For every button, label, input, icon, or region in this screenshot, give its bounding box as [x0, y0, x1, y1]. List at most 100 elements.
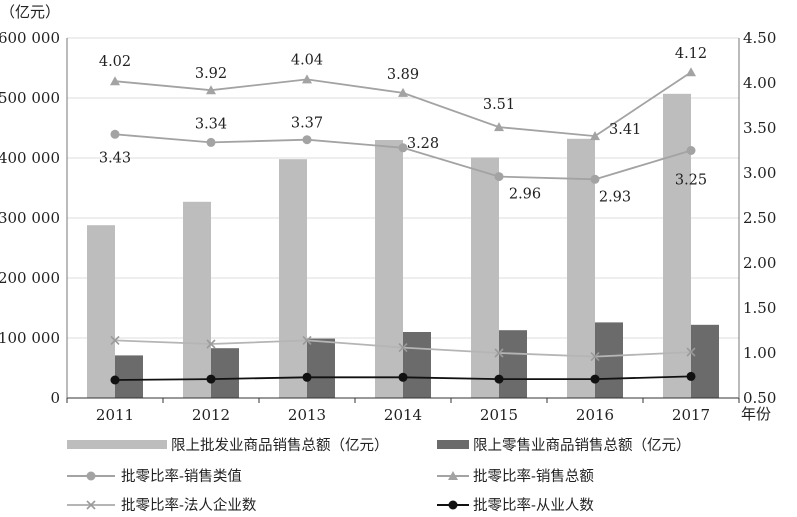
- x-tick-label: 2011: [96, 406, 134, 424]
- right-tick-label: 4.50: [743, 29, 776, 47]
- point: [302, 372, 312, 382]
- point: [398, 87, 408, 97]
- left-tick-label: 300 000: [0, 209, 60, 227]
- point: [302, 135, 312, 145]
- bar: [279, 159, 307, 398]
- legend-item-enterprises: 批零比率-法人企业数: [67, 496, 257, 514]
- point: [590, 131, 600, 141]
- legend-marker-sales-total: [448, 471, 458, 480]
- left-tick-label: 0: [50, 389, 60, 407]
- right-tick-label: 2.00: [743, 254, 776, 272]
- legend-item-retail: 限上零售业商品销售总额（亿元）: [437, 437, 691, 454]
- bar: [375, 140, 403, 398]
- point: [590, 374, 600, 384]
- legend-item-sales-total: 批零比率-销售总额: [437, 468, 594, 485]
- data-labels: 4.02 3.92 4.04 3.89 3.51 3.41 4.12 3.43 3.34 3.37…: [99, 46, 707, 205]
- x-tick-label: 2012: [192, 406, 230, 424]
- right-tick-label: 1.00: [743, 344, 776, 362]
- point: [686, 371, 696, 381]
- right-tick-label: 3.00: [743, 164, 776, 182]
- x-axis-suffix: 年份: [741, 405, 771, 423]
- x-tick-label: 2014: [384, 406, 422, 424]
- point: [206, 339, 216, 349]
- data-label-sales-total: 4.12: [675, 46, 707, 62]
- legend: 限上批发业商品销售总额（亿元） 限上零售业商品销售总额（亿元） 批零比率-销售类…: [67, 437, 691, 514]
- point: [206, 137, 216, 147]
- bar: [663, 93, 691, 399]
- legend-label-wholesale: 限上批发业商品销售总额（亿元）: [171, 437, 389, 454]
- left-axis-unit: （亿元）: [0, 3, 60, 21]
- legend-marker-sales-class: [86, 471, 96, 481]
- data-label-sales-class: 2.93: [599, 189, 631, 205]
- bar-series: [87, 93, 719, 399]
- data-label-sales-total: 4.02: [99, 54, 131, 70]
- point: [494, 348, 504, 358]
- point: [206, 374, 216, 384]
- legend-item-employees: 批零比率-从业人数: [437, 497, 594, 514]
- legend-label-enterprises: 批零比率-法人企业数: [121, 496, 257, 514]
- legend-marker-employees: [448, 500, 458, 510]
- point: [590, 174, 600, 184]
- point: [398, 372, 408, 382]
- right-tick-label: 3.50: [743, 119, 776, 137]
- left-tick-label: 100 000: [0, 329, 60, 347]
- legend-swatch-retail: [437, 440, 469, 449]
- right-tick-label: 2.50: [743, 209, 776, 227]
- point: [110, 76, 120, 86]
- legend-item-wholesale: 限上批发业商品销售总额（亿元）: [67, 437, 389, 454]
- left-tick-label: 500 000: [0, 89, 60, 107]
- tick-labels: 0 100 000 200 000 300 000 400 000 500 000 600 …: [0, 29, 776, 424]
- point: [494, 172, 504, 182]
- point: [590, 352, 600, 362]
- data-label-sales-total: 3.89: [387, 67, 419, 83]
- x-tick-label: 2017: [672, 406, 710, 424]
- point: [398, 343, 408, 353]
- point: [398, 143, 408, 153]
- point: [494, 122, 504, 132]
- legend-label-sales-class: 批零比率-销售类值: [121, 468, 242, 485]
- point: [302, 74, 312, 84]
- legend-item-sales-class: 批零比率-销售类值: [67, 468, 242, 485]
- bar: [87, 225, 115, 398]
- point: [110, 335, 120, 345]
- left-tick-label: 400 000: [0, 149, 60, 167]
- data-label-sales-class: 3.25: [675, 173, 707, 189]
- point: [494, 374, 504, 384]
- line-series: [110, 67, 696, 385]
- x-tick-label: 2015: [480, 406, 518, 424]
- data-label-sales-total: 3.51: [483, 97, 515, 113]
- legend-label-sales-total: 批零比率-销售总额: [473, 468, 594, 485]
- bar: [691, 324, 719, 398]
- data-label-sales-class: 3.43: [99, 150, 131, 166]
- bar: [115, 355, 143, 398]
- bar: [183, 201, 211, 398]
- left-tick-label: 600 000: [0, 29, 60, 47]
- bar: [211, 348, 239, 398]
- data-label-sales-total: 3.41: [609, 122, 641, 138]
- x-tick-label: 2016: [576, 406, 614, 424]
- point: [206, 85, 216, 95]
- point: [110, 129, 120, 139]
- data-label-sales-class: 2.96: [509, 187, 541, 203]
- data-label-sales-class: 3.28: [407, 136, 439, 152]
- legend-marker-enterprises: [86, 500, 96, 510]
- legend-swatch-wholesale: [67, 440, 167, 449]
- x-tick-label: 2013: [288, 406, 326, 424]
- axes: [66, 38, 740, 399]
- bar: [307, 338, 335, 398]
- left-tick-label: 200 000: [0, 269, 60, 287]
- right-tick-label: 4.00: [743, 74, 776, 92]
- point: [686, 347, 696, 357]
- point: [110, 375, 120, 385]
- point: [302, 335, 312, 345]
- bar: [499, 330, 527, 398]
- data-label-sales-class: 3.34: [195, 116, 227, 132]
- bar: [595, 322, 623, 398]
- bar: [471, 157, 499, 398]
- right-tick-label: 1.50: [743, 299, 776, 317]
- data-label-sales-class: 3.37: [291, 116, 323, 132]
- point: [686, 67, 696, 77]
- bar: [403, 332, 431, 398]
- legend-label-retail: 限上零售业商品销售总额（亿元）: [473, 437, 691, 454]
